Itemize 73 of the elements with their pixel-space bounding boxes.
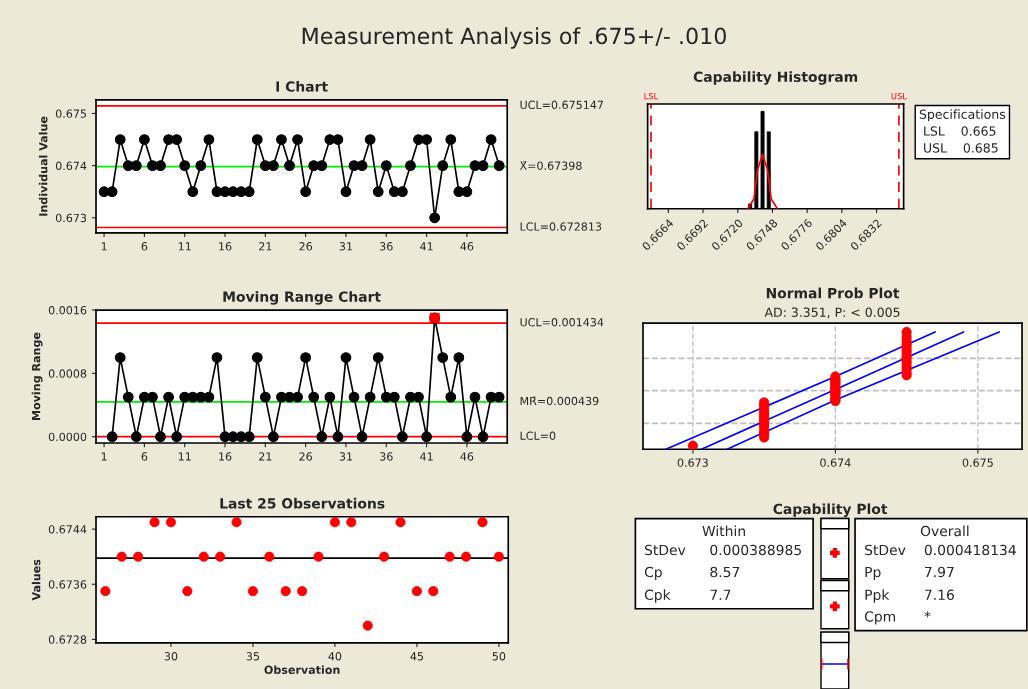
x-tick-label: 11: [178, 452, 191, 461]
x-tick-label: 40: [328, 652, 342, 661]
x-tick-label: 50: [492, 652, 506, 661]
y-tick-label: 0.674: [55, 161, 87, 170]
ref-line-label: UCL=0.001434: [520, 318, 604, 327]
text: 7.7: [710, 589, 731, 600]
y-tick-label: 0.6728: [48, 635, 87, 644]
x-tick-label: 21: [259, 242, 272, 251]
ref-line-label: LSL: [644, 92, 659, 100]
text: 8.57: [710, 566, 740, 578]
chart-title: Moving Range Chart: [223, 291, 381, 305]
text: Ppk: [865, 589, 890, 603]
text: Capability Plot: [773, 503, 888, 517]
y-axis-title: Moving Range: [31, 332, 43, 420]
x-tick-label: 35: [246, 652, 260, 661]
x-tick-label: 0.675: [962, 458, 993, 467]
x-tick-label: 46: [460, 242, 474, 251]
text: Within: [702, 525, 745, 537]
x-tick-label: 6: [141, 452, 148, 461]
x-tick-label: 16: [219, 452, 232, 461]
x-tick-label: 26: [299, 242, 313, 251]
text: *: [924, 611, 931, 618]
ref-line-label: USL: [891, 92, 907, 100]
chart-title: Normal Prob Plot: [766, 287, 900, 299]
x-tick-label: 41: [420, 452, 433, 461]
ref-line-label: LCL=0: [520, 431, 556, 440]
y-tick-label: 0.0008: [48, 369, 87, 378]
x-axis-title: Observation: [264, 665, 340, 674]
chart-title: Last 25 Observations: [220, 497, 385, 509]
y-tick-label: 0.0000: [48, 432, 87, 442]
text: Pp: [865, 566, 881, 580]
x-tick-label: 45: [410, 652, 424, 661]
x-tick-label: 30: [164, 652, 178, 661]
text: Cp: [644, 566, 662, 580]
x-tick-label: 6: [141, 242, 148, 251]
text: 7.16: [925, 589, 954, 601]
text: StDev: [865, 544, 906, 556]
chart-title: I Chart: [276, 81, 328, 92]
ref-line-label: LCL=0.672813: [520, 222, 602, 231]
ref-line-label: UCL=0.675147: [520, 100, 604, 110]
x-tick-label: 21: [259, 452, 272, 461]
text: Measurement Analysis of .675+/- .010: [302, 27, 726, 49]
text: Specifications LSL 0.665 USL 0.685: [919, 109, 1006, 153]
text: StDev: [645, 544, 686, 556]
chart-subtitle: AD: 3.351, P: < 0.005: [764, 307, 900, 319]
x-tick-label: 11: [178, 242, 191, 251]
text: 0.000388985: [710, 544, 801, 556]
ref-line-label: X̄=0.67398: [519, 161, 582, 170]
text: 7.97: [925, 566, 954, 578]
x-tick-label: 1: [101, 452, 107, 461]
text: Cpk: [644, 589, 671, 603]
x-tick-label: 16: [219, 242, 232, 251]
text: 0.000418134: [924, 544, 1016, 556]
x-tick-label: 0.674: [820, 458, 851, 467]
y-tick-label: 0.675: [55, 109, 87, 118]
x-tick-label: 36: [380, 452, 393, 461]
y-tick-label: 0.6736: [48, 580, 87, 589]
text: Cpm: [864, 611, 896, 625]
text: Overall: [920, 525, 969, 537]
y-axis-title: Values: [31, 559, 41, 601]
ref-line-label: MR̄=0.000439: [520, 396, 599, 406]
y-axis-title: Individual Value: [38, 116, 48, 216]
x-tick-label: 1: [101, 242, 107, 251]
x-tick-label: 46: [460, 452, 474, 461]
x-tick-label: 31: [339, 242, 352, 251]
x-tick-label: 26: [299, 452, 313, 461]
x-tick-label: 41: [420, 242, 433, 251]
x-tick-label: 0.673: [677, 458, 708, 467]
x-tick-label: 31: [339, 452, 352, 461]
chart-title: Capability Histogram: [693, 71, 858, 85]
x-tick-label: 36: [380, 242, 393, 251]
y-tick-label: 0.0016: [48, 306, 87, 315]
y-tick-label: 0.6744: [48, 525, 87, 534]
